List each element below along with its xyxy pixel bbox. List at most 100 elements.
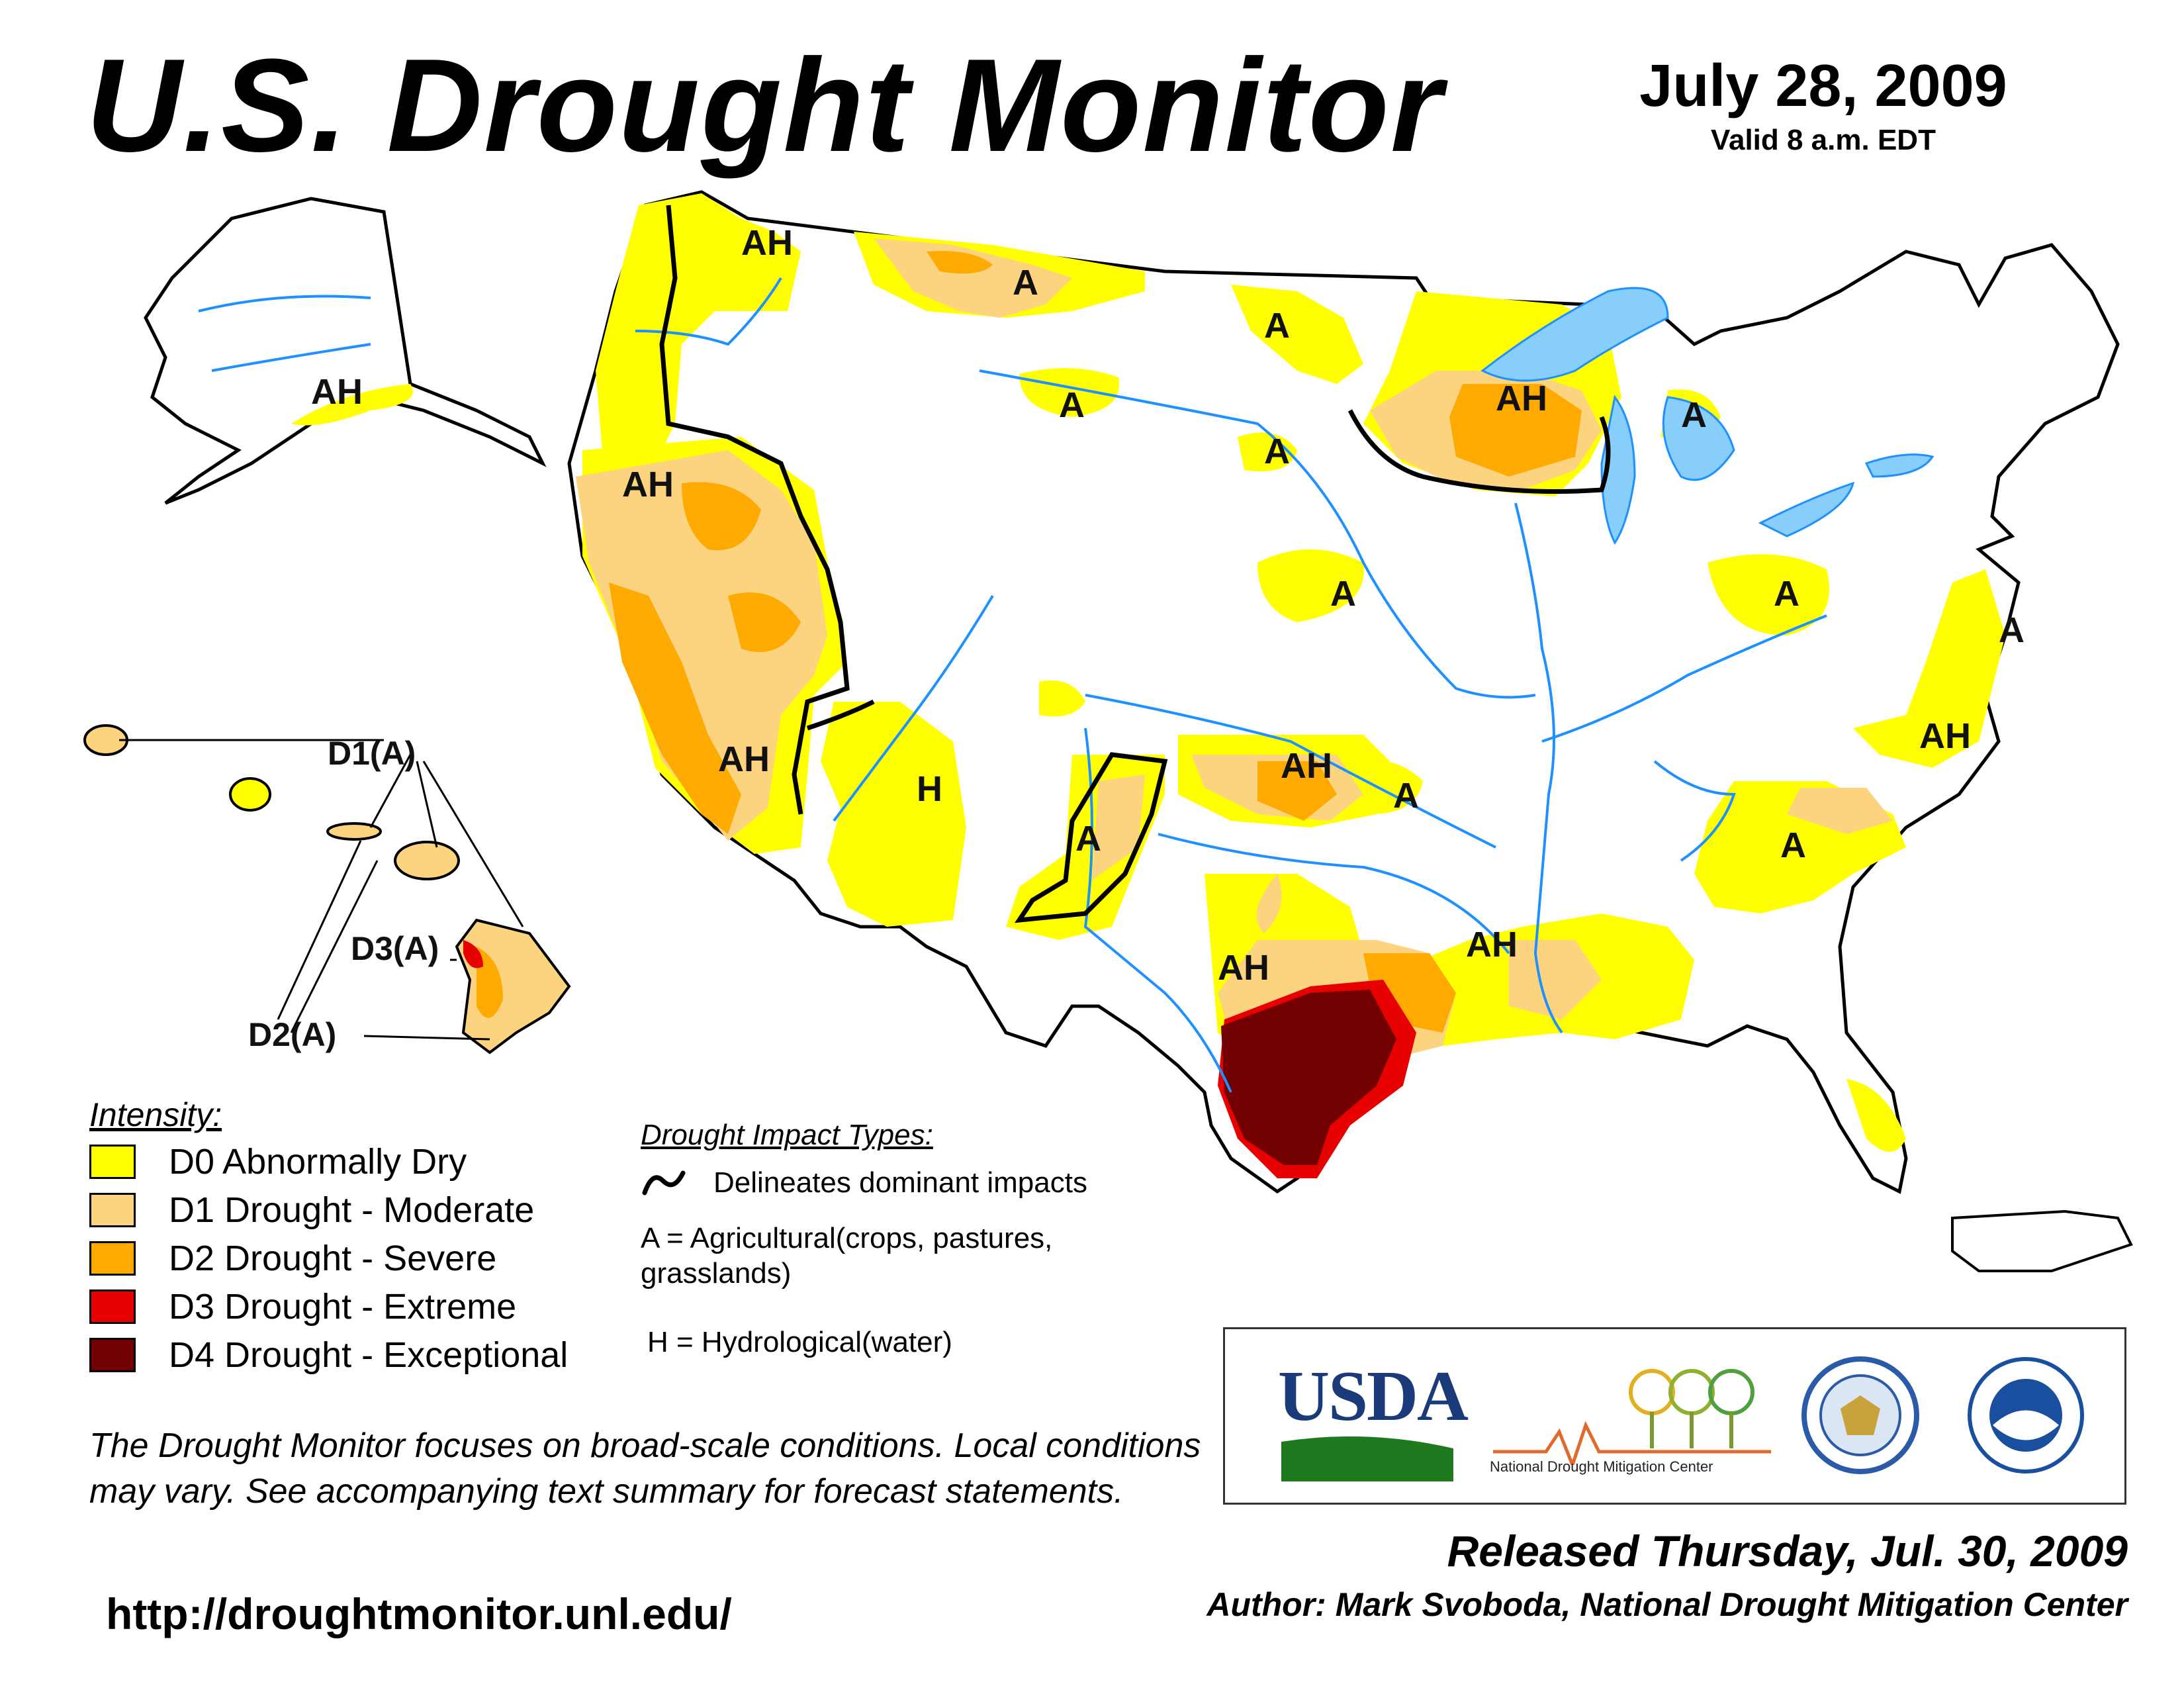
lake-superior [1480,287,1669,382]
label-nm: A [1075,819,1101,859]
hawaii-label-d1: D1(A) [328,735,416,772]
valid-time: Valid 8 a.m. EDT [1711,124,1936,156]
label-ne: A [1330,574,1356,614]
noaa-seal-icon [1968,1357,2084,1474]
lake-michigan [1600,395,1636,545]
missouri-river [979,369,1536,699]
ndmc-logo-text: National Drought Mitigation Center [1490,1458,1713,1475]
mississippi-river [1514,502,1563,1034]
legend-item-d4: D4 Drought - Exceptional [89,1335,568,1375]
legend-label: D4 Drought - Exceptional [169,1335,569,1375]
label-ak: AH [311,372,363,412]
legend-item-d2: D2 Drought - Severe [89,1239,496,1278]
swatch-d2 [89,1241,136,1276]
legend-label: D2 Drought - Severe [169,1239,497,1278]
d1-la [1509,940,1602,1019]
impact-types-title: Drought Impact Types: [641,1119,933,1151]
label-az: H [917,769,942,809]
d0-florida [1846,1079,1906,1152]
usda-logo: USDA [1278,1357,1469,1436]
boundary-arizona [806,699,875,731]
tennessee-river [1653,760,1736,862]
d2-wisconsin [1449,384,1582,477]
hawaii-leader-lines [119,739,524,1041]
swatch-d1 [89,1193,136,1227]
lake-ontario [1864,453,1934,478]
d4-regions [1221,990,1396,1165]
d0-ohio [1707,554,1829,635]
map-title: U.S. Drought Monitor [86,32,1443,179]
label-va-nc: AH [1919,716,1971,756]
label-mt: A [1013,263,1038,303]
arkansas-river [1085,694,1496,849]
swatch-d4 [89,1338,136,1372]
legend-item-d0: D0 Abnormally Dry [89,1142,467,1182]
puerto-rico [1951,1209,2133,1272]
d0-northwest [596,193,801,463]
author-credit: Author: Mark Svoboda, National Drought M… [1206,1586,2128,1623]
label-ga-sc: A [1780,825,1806,865]
great-lakes [1480,287,1934,545]
impact-delineates: Delineates dominant impacts [713,1166,1087,1199]
disclaimer-note: The Drought Monitor focuses on broad-sca… [89,1427,1201,1511]
d1-nm [1092,774,1145,880]
d2-montana [927,251,993,274]
ndmc-logo-icon [1493,1369,1771,1465]
big-island [455,918,571,1055]
label-nd: A [1264,306,1290,346]
hawaii-label-d3: D3(A) [351,930,439,967]
legend-title: Intensity: [89,1096,222,1133]
d0-mid-atlantic [1853,569,2005,768]
alaska-d0 [291,384,413,426]
rio-grande [1083,727,1232,1093]
label-mt-south: A [1059,385,1085,425]
oahu [229,777,271,812]
boundary-nm [1014,752,1168,923]
label-mn-wi: AH [1496,379,1547,418]
label-oh: A [1774,574,1799,614]
label-ks-ok: AH [1281,746,1332,786]
d0-colorado [1039,680,1085,717]
d0-dakotas [1231,285,1363,384]
d1-sc [1787,788,1893,834]
impact-labels: AH A A A A A AH A AH AH H A AH A AH AH A… [311,223,2025,988]
legend-item-d1: D1 Drought - Moderate [89,1190,534,1230]
d0-nebraska [1257,549,1364,622]
ohio-river [1541,614,1827,743]
legend-label: D0 Abnormally Dry [169,1142,467,1182]
partner-logos: USDA National Drought Mitigation Center [1223,1327,2126,1505]
label-ca-south: AH [718,739,770,779]
boundary-northwest [659,205,850,815]
label-tx: AH [1218,948,1269,988]
d2-california-north [682,482,761,551]
rivers [635,277,1827,1093]
d0-montana-south [1019,368,1120,417]
red-river [1158,833,1510,955]
lake-huron [1662,396,1735,481]
hawaii-labels: D1(A) D3(A) D2(A) [248,735,439,1053]
swatch-d3 [89,1289,136,1324]
label-md: A [1999,610,2025,650]
d0-arizona [821,702,966,927]
label-wa: AH [741,223,793,263]
website-url[interactable]: http://droughtmonitor.unl.edu/ [106,1589,732,1638]
label-la: AH [1466,925,1518,964]
swatch-d0 [89,1145,136,1179]
boundary-upper-midwest [1347,409,1611,494]
label-ca: AH [622,465,674,504]
impact-hydrological: H = Hydrological(water) [647,1326,952,1358]
delineate-line-icon [642,1170,686,1196]
d2-nevada [728,592,801,652]
big-island-d3 [463,940,483,968]
hawaii-label-d2: D2(A) [248,1016,336,1053]
molokai [326,822,382,841]
colorado-river [833,594,994,822]
hawaii [83,724,571,1055]
alaska-outline [144,197,547,505]
d1-california [576,450,827,841]
d1-montana [874,238,1072,318]
map-date: July 28, 2009 [1639,53,2007,119]
d2-regions [609,251,1582,1033]
legend-label: D1 Drought - Moderate [169,1190,535,1230]
label-mo-ok: A [1393,776,1419,816]
